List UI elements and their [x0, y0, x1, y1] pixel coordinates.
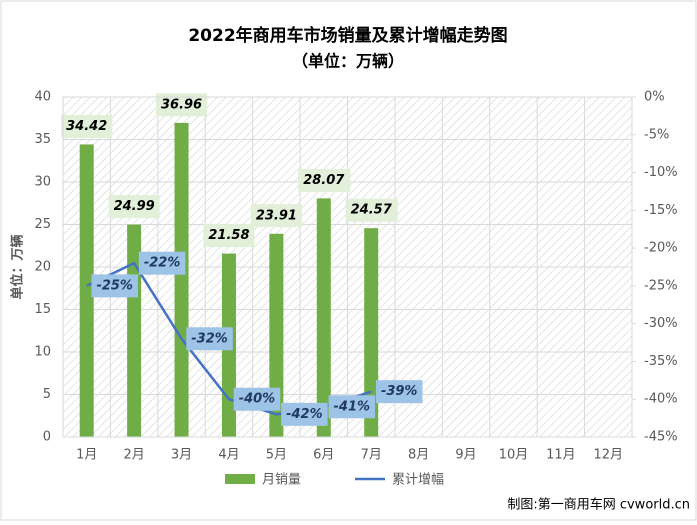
bar-value-label-box [250, 204, 302, 228]
line-value-label-group: -40% [233, 387, 281, 411]
line-value-label-box [186, 327, 233, 351]
bar [79, 144, 94, 437]
bar-value-label: 24.57 [351, 203, 393, 218]
bar-value-label: 28.07 [303, 173, 345, 188]
y2-tick-label: -45% [644, 430, 678, 445]
bar-value-label-group: 34.42 [61, 114, 113, 138]
y2-tick-label: -10% [644, 165, 678, 180]
x-tick-label: 3月 [171, 448, 192, 463]
x-tick-label: 5月 [266, 448, 287, 463]
x-tick-label: 7月 [361, 448, 382, 463]
bar [316, 198, 331, 437]
line-value-label: -40% [239, 392, 276, 407]
plot-border [62, 96, 633, 438]
y-tick-label: 10 [34, 345, 51, 360]
x-tick-label: 6月 [313, 448, 334, 463]
line-value-label-group: -41% [328, 395, 376, 419]
y2-tick-label: 0% [644, 90, 665, 105]
y-tick-label: 30 [34, 175, 51, 190]
y2-tick-label: -40% [644, 392, 678, 407]
line-value-label-group: -32% [186, 327, 233, 351]
line-value-label-group: -25% [91, 274, 138, 298]
bar-value-label-group: 36.96 [155, 93, 208, 117]
y2-tick-label: -25% [644, 278, 678, 293]
line-value-label: -39% [381, 384, 418, 399]
bar-value-label-box [61, 114, 113, 138]
y2-tick-label: -35% [644, 354, 678, 369]
bar-value-label-box [108, 195, 160, 219]
bar [269, 233, 284, 437]
bar-value-label-box [298, 168, 351, 192]
line-value-label-box [281, 402, 328, 426]
bar-value-label-group: 24.99 [108, 195, 160, 219]
y2-tick-label: -30% [644, 316, 678, 331]
bar-value-label-box [203, 224, 255, 248]
legend-label: 月销量 [262, 473, 301, 488]
x-tick-label: 1月 [76, 448, 97, 463]
x-tick-label: 2月 [123, 448, 144, 463]
y2-tick-label: -20% [644, 241, 678, 256]
y-tick-label: 0 [43, 430, 51, 445]
bar-value-label-box [155, 93, 208, 117]
x-tick-label: 4月 [218, 448, 239, 463]
line-value-label-box [328, 395, 376, 419]
bar-value-label: 34.42 [66, 119, 107, 134]
bar-value-label: 24.99 [114, 199, 155, 214]
bar-value-label-group: 28.07 [298, 168, 351, 192]
line-value-label: -42% [286, 407, 323, 422]
bar-value-label: 23.91 [256, 208, 297, 223]
line-value-label: -41% [334, 399, 371, 414]
source-note: 制图:第一商用车网 cvworld.cn [507, 497, 690, 513]
x-tick-label: 8月 [408, 448, 429, 463]
bar-value-label-group: 21.58 [203, 224, 255, 248]
line-value-label-box [375, 380, 423, 404]
y-tick-label: 15 [34, 302, 51, 317]
bar [364, 228, 379, 437]
x-tick-label: 10月 [499, 448, 529, 463]
line-value-label-group: -39% [375, 380, 423, 404]
y-tick-label: 25 [34, 217, 51, 232]
bar-value-label: 21.58 [208, 228, 249, 243]
y2-tick-label: -15% [644, 203, 678, 218]
y-tick-label: 5 [43, 387, 51, 402]
legend-swatch [225, 474, 255, 484]
line-value-label: -25% [96, 278, 133, 293]
y2-tick-label: -5% [644, 127, 669, 142]
chart-title: 2022年商用车市场销量及累计增幅走势图 [188, 25, 507, 46]
y-tick-label: 20 [34, 260, 51, 275]
line-value-label-box [91, 274, 138, 298]
bar-value-label-box [345, 198, 398, 222]
chart-subtitle: （单位：万辆） [292, 52, 404, 71]
bar-value-label: 36.96 [161, 97, 202, 112]
x-tick-label: 11月 [546, 448, 576, 463]
line-value-label: -22% [144, 256, 181, 271]
bar [174, 122, 189, 437]
line-value-label-group: -22% [138, 251, 186, 275]
y-tick-label: 40 [34, 90, 51, 105]
legend-label: 累计增幅 [392, 473, 444, 488]
y-tick-label: 35 [34, 132, 51, 147]
bar-value-label-group: 24.57 [345, 198, 398, 222]
line-value-label: -32% [191, 331, 228, 346]
x-tick-label: 9月 [455, 448, 476, 463]
line-value-label-box [138, 251, 186, 275]
line-value-label-group: -42% [281, 402, 328, 426]
line-value-label-box [233, 387, 281, 411]
y-axis-label: 单位：万辆 [10, 234, 26, 299]
x-tick-label: 12月 [594, 448, 624, 463]
bar-value-label-group: 23.91 [250, 204, 302, 228]
